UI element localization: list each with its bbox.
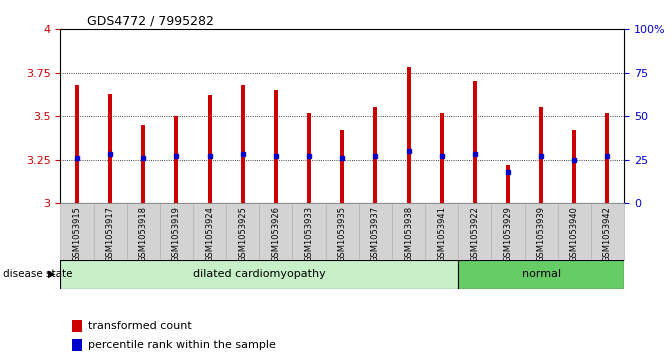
Text: GSM1053925: GSM1053925 — [238, 206, 247, 262]
Text: GSM1053933: GSM1053933 — [305, 206, 313, 262]
Text: GSM1053929: GSM1053929 — [503, 206, 513, 262]
Text: GSM1053942: GSM1053942 — [603, 206, 612, 262]
Text: GSM1053918: GSM1053918 — [139, 206, 148, 262]
Bar — [407, 68, 411, 203]
Bar — [491, 203, 525, 260]
Text: GSM1053941: GSM1053941 — [437, 206, 446, 262]
Bar — [259, 203, 293, 260]
Text: GSM1053926: GSM1053926 — [271, 206, 280, 262]
Text: ▶: ▶ — [48, 269, 55, 279]
Bar — [174, 116, 178, 203]
Bar — [226, 203, 259, 260]
Bar — [506, 165, 510, 203]
Bar — [539, 107, 543, 203]
Bar — [591, 203, 624, 260]
Bar — [72, 339, 82, 351]
Text: GSM1053924: GSM1053924 — [205, 206, 214, 262]
Bar — [93, 203, 127, 260]
Bar — [293, 203, 325, 260]
Bar — [75, 85, 79, 203]
Bar — [458, 260, 624, 289]
Bar — [127, 203, 160, 260]
Bar — [72, 320, 82, 332]
Text: GSM1053922: GSM1053922 — [470, 206, 479, 262]
Bar — [425, 203, 458, 260]
Bar — [108, 94, 112, 203]
Bar — [605, 113, 609, 203]
Text: GSM1053935: GSM1053935 — [338, 206, 347, 262]
Bar — [473, 81, 477, 203]
Bar — [392, 203, 425, 260]
Text: GSM1053940: GSM1053940 — [570, 206, 579, 262]
Bar — [572, 130, 576, 203]
Bar — [142, 125, 145, 203]
Text: GSM1053919: GSM1053919 — [172, 206, 181, 262]
Text: GSM1053915: GSM1053915 — [72, 206, 81, 262]
Bar — [60, 260, 458, 289]
Bar — [60, 203, 93, 260]
Text: GDS4772 / 7995282: GDS4772 / 7995282 — [87, 15, 214, 28]
Bar — [359, 203, 392, 260]
Bar — [325, 203, 359, 260]
Text: dilated cardiomyopathy: dilated cardiomyopathy — [193, 269, 325, 279]
Text: GSM1053938: GSM1053938 — [404, 206, 413, 262]
Bar — [373, 107, 377, 203]
Bar — [525, 203, 558, 260]
Text: GSM1053917: GSM1053917 — [105, 206, 115, 262]
Bar — [241, 85, 245, 203]
Bar — [558, 203, 591, 260]
Bar — [193, 203, 226, 260]
Text: transformed count: transformed count — [88, 321, 191, 331]
Text: normal: normal — [521, 269, 561, 279]
Text: GSM1053937: GSM1053937 — [371, 206, 380, 262]
Bar — [160, 203, 193, 260]
Bar — [340, 130, 344, 203]
Text: disease state: disease state — [3, 269, 73, 279]
Bar — [458, 203, 491, 260]
Text: GSM1053939: GSM1053939 — [537, 206, 546, 262]
Bar — [207, 95, 211, 203]
Bar — [307, 113, 311, 203]
Bar — [440, 113, 444, 203]
Text: percentile rank within the sample: percentile rank within the sample — [88, 340, 276, 350]
Bar — [274, 90, 278, 203]
